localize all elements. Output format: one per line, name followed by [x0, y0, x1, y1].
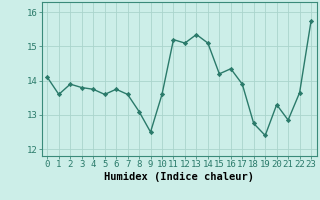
- X-axis label: Humidex (Indice chaleur): Humidex (Indice chaleur): [104, 172, 254, 182]
